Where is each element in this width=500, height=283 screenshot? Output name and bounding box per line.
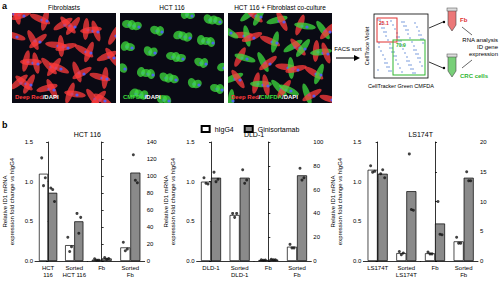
svg-text:60: 60: [313, 187, 320, 193]
svg-text:Fb: Fb: [293, 272, 301, 278]
svg-text:0.0: 0.0: [186, 258, 195, 264]
svg-text:Fb: Fb: [98, 265, 106, 271]
svg-text:Sorted: Sorted: [288, 265, 306, 271]
svg-text:0: 0: [313, 258, 317, 264]
svg-text:CellTracker Green CMFDA: CellTracker Green CMFDA: [368, 83, 434, 89]
svg-text:DLD-1: DLD-1: [243, 131, 265, 138]
svg-text:Relative ID1 mRNA: Relative ID1 mRNA: [163, 175, 169, 227]
svg-text:40: 40: [313, 210, 320, 216]
svg-text:RNA analysisID geneexpression: RNA analysisID geneexpression: [462, 37, 498, 57]
svg-text:Deep Red/CMFDA/DAPI: Deep Red/CMFDA/DAPI: [231, 94, 298, 100]
svg-text:CellTrace Violet: CellTrace Violet: [364, 26, 370, 65]
svg-text:0.5: 0.5: [186, 218, 195, 224]
svg-text:LS174T: LS174T: [396, 272, 417, 278]
svg-text:1.0: 1.0: [25, 179, 34, 185]
svg-text:HCT 116 + Fibroblast co-cultur: HCT 116 + Fibroblast co-culture: [234, 4, 326, 11]
svg-text:expression fold change vs hIgG: expression fold change vs hIgG4: [9, 157, 15, 245]
svg-text:0.0: 0.0: [353, 258, 362, 264]
svg-text:Sorted: Sorted: [121, 265, 139, 271]
svg-text:100: 100: [147, 173, 158, 179]
svg-text:116: 116: [43, 272, 53, 278]
svg-text:CRC cells: CRC cells: [460, 73, 489, 79]
svg-text:140: 140: [147, 139, 158, 145]
svg-text:60: 60: [147, 207, 154, 213]
svg-text:a: a: [2, 1, 8, 11]
svg-text:Relative ID1 mRNA: Relative ID1 mRNA: [330, 175, 336, 227]
svg-text:40: 40: [147, 224, 154, 230]
svg-text:Sorted: Sorted: [65, 265, 83, 271]
svg-text:15: 15: [480, 169, 487, 175]
svg-text:Ginisortamab: Ginisortamab: [258, 126, 300, 133]
svg-text:120: 120: [147, 156, 158, 162]
svg-text:0.5: 0.5: [25, 218, 34, 224]
svg-text:100: 100: [313, 139, 324, 145]
svg-text:LS174T: LS174T: [408, 131, 433, 138]
svg-text:DLD-1: DLD-1: [231, 272, 249, 278]
svg-text:Sorted: Sorted: [455, 265, 473, 271]
svg-text:FACS sort: FACS sort: [334, 46, 362, 52]
svg-text:80: 80: [147, 190, 154, 196]
svg-text:HCT 116: HCT 116: [159, 4, 185, 11]
svg-text:Sorted: Sorted: [397, 265, 415, 271]
svg-text:20: 20: [313, 234, 320, 240]
svg-text:b: b: [2, 120, 8, 130]
svg-text:10: 10: [480, 199, 487, 205]
svg-text:expression fold change vs hIgG: expression fold change vs hIgG4: [337, 157, 343, 245]
svg-text:0: 0: [480, 258, 484, 264]
svg-text:HCT 116: HCT 116: [74, 131, 101, 138]
svg-text:Fb: Fb: [127, 272, 135, 278]
svg-text:HCT: HCT: [42, 265, 55, 271]
svg-text:DLD-1: DLD-1: [202, 265, 220, 271]
svg-text:1.5: 1.5: [353, 139, 362, 145]
svg-text:Fibroblasts: Fibroblasts: [48, 4, 81, 11]
svg-text:70.9: 70.9: [396, 42, 406, 48]
svg-text:20: 20: [480, 139, 487, 145]
svg-text:5: 5: [480, 228, 484, 234]
svg-text:20: 20: [147, 241, 154, 247]
svg-text:25.1: 25.1: [379, 20, 389, 26]
svg-text:Relative ID1 mRNA: Relative ID1 mRNA: [2, 175, 8, 227]
svg-text:LS174T: LS174T: [367, 265, 388, 271]
svg-text:0.5: 0.5: [353, 218, 362, 224]
svg-text:1.5: 1.5: [25, 139, 34, 145]
svg-text:1.0: 1.0: [353, 179, 362, 185]
svg-text:HCT 116: HCT 116: [63, 272, 87, 278]
svg-text:1.5: 1.5: [186, 139, 195, 145]
svg-text:Fb: Fb: [460, 272, 468, 278]
svg-text:80: 80: [313, 163, 320, 169]
svg-text:expression fold change vs hIgG: expression fold change vs hIgG4: [170, 157, 176, 245]
svg-text:Fb: Fb: [431, 265, 439, 271]
svg-text:hIgG4: hIgG4: [215, 126, 234, 134]
svg-text:Fb: Fb: [460, 17, 468, 23]
svg-text:0: 0: [147, 258, 151, 264]
svg-text:Deep Red/DAPI: Deep Red/DAPI: [15, 94, 59, 100]
svg-text:0.0: 0.0: [25, 258, 34, 264]
svg-text:Sorted: Sorted: [231, 265, 249, 271]
svg-text:1.0: 1.0: [186, 179, 195, 185]
svg-text:Fb: Fb: [265, 265, 273, 271]
svg-text:CMFDA/DAPI: CMFDA/DAPI: [123, 94, 161, 100]
